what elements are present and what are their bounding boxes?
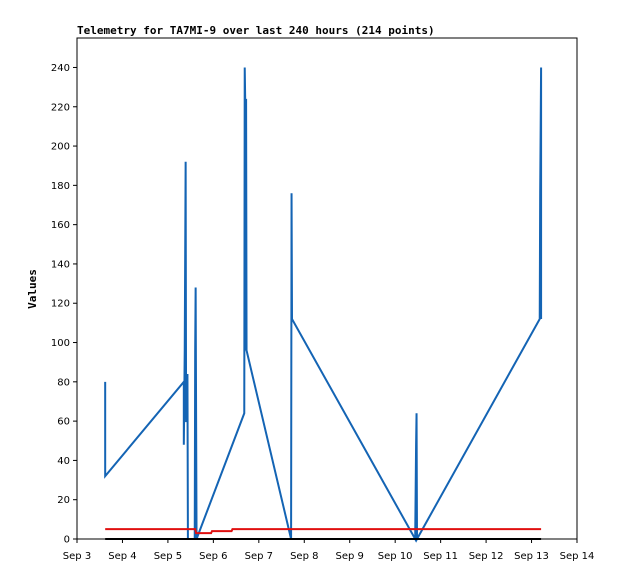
y-axis-label: Values [26,269,39,309]
series-layer [104,67,543,543]
y-axis: 0 20 40 60 80 100 120 140 160 180 200 220 240 [51,63,77,546]
x-tick-label: Sep 13 [514,551,549,562]
x-tick-label: Sep 9 [336,551,364,562]
y-tick-label: 40 [57,456,70,467]
x-tick-label: Sep 11 [423,551,458,562]
y-tick-label: 220 [51,102,70,113]
y-tick-label: 140 [51,259,70,270]
y-tick-label: 200 [51,142,70,153]
x-tick-label: Sep 12 [469,551,504,562]
y-tick-label: 180 [51,181,70,192]
y-tick-label: 160 [51,220,70,231]
y-tick-label: 60 [57,417,70,428]
y-tick-label: 0 [64,535,70,546]
y-tick-label: 100 [51,338,70,349]
series-line-2 [105,528,542,535]
plot-area-frame [76,37,578,540]
x-tick-label: Sep 6 [199,551,227,562]
y-tick-label: 20 [57,495,70,506]
x-tick-label: Sep 8 [290,551,318,562]
x-tick-label: Sep 7 [245,551,273,562]
y-tick-label: 240 [51,63,70,74]
y-tick-label: 120 [51,299,70,310]
x-tick-label: Sep 4 [108,551,136,562]
x-axis: Sep 3 Sep 4 Sep 5 Sep 6 Sep 7 Sep 8 Sep 9 Sep 1… [63,539,595,562]
chart-title: Telemetry for TA7MI-9 over last 240 hour… [77,24,435,37]
x-tick-label: Sep 14 [560,551,595,562]
y-tick-label: 80 [57,377,70,388]
x-tick-label: Sep 5 [154,551,182,562]
series-line-1 [104,67,543,543]
x-tick-label: Sep 3 [63,551,91,562]
x-tick-label: Sep 10 [378,551,413,562]
